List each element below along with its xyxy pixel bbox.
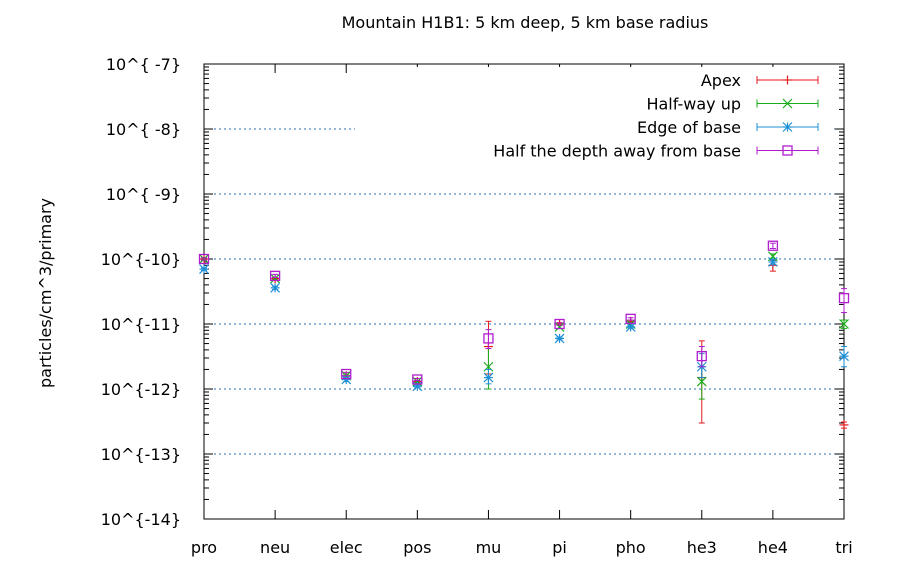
y-tick-label: 10^{ -8} xyxy=(106,120,181,139)
y-axis-label: particles/cm^3/primary xyxy=(36,198,55,388)
marker-square xyxy=(838,292,850,304)
x-tick-label: tri xyxy=(835,538,852,557)
marker-star xyxy=(782,122,793,132)
marker-star xyxy=(839,351,849,362)
marker-star xyxy=(767,257,778,267)
marker-square xyxy=(412,374,423,385)
marker-cross xyxy=(782,98,793,109)
y-tick-label: 10^{-13} xyxy=(101,445,181,464)
marker-square xyxy=(782,145,793,156)
y-tick-label: 10^{-10} xyxy=(101,250,181,269)
legend-label: Apex xyxy=(701,71,741,90)
marker-cross xyxy=(839,319,849,329)
marker-square xyxy=(767,240,779,251)
marker-square xyxy=(696,351,707,362)
grid-lines xyxy=(204,128,844,455)
marker-star xyxy=(199,264,209,274)
marker-square xyxy=(198,253,210,265)
y-tick-labels: 10^{ -7} 10^{ -8} 10^{ -9} 10^{-10} 10^{-11}… xyxy=(101,55,181,529)
y-tick-label: 10^{ -9} xyxy=(106,185,181,204)
marker-star xyxy=(341,374,352,385)
marker-square xyxy=(269,270,281,282)
marker-square xyxy=(483,333,494,344)
y-tick-label: 10^{-12} xyxy=(101,380,181,399)
legend-box xyxy=(355,67,831,163)
x-tick-label: mu xyxy=(476,538,502,557)
series-group xyxy=(199,257,849,392)
legend-label: Half-way up xyxy=(646,95,741,114)
marker-star xyxy=(270,282,281,293)
y-tick-label: 10^{-14} xyxy=(101,510,181,529)
marker-star xyxy=(412,381,423,392)
x-tick-label: neu xyxy=(260,538,290,557)
chart-title: Mountain H1B1: 5 km deep, 5 km base radi… xyxy=(342,13,709,32)
marker-cross xyxy=(270,273,281,284)
x-tick-label: he3 xyxy=(687,538,717,557)
x-tick-label: pro xyxy=(191,538,217,557)
legend-background xyxy=(355,67,831,163)
marker-square xyxy=(625,313,636,325)
series-group xyxy=(199,251,849,400)
x-tick-label: pi xyxy=(552,538,567,557)
marker-cross xyxy=(554,322,565,332)
x-tick-label: elec xyxy=(330,538,363,557)
series-group xyxy=(198,240,850,385)
marker-star xyxy=(483,372,494,383)
marker-square xyxy=(554,318,565,330)
legend-label: Edge of base xyxy=(637,118,741,137)
marker-square xyxy=(341,368,352,380)
legend-label: Half the depth away from base xyxy=(493,142,741,161)
marker-cross xyxy=(696,376,707,387)
legend: Apex Half-way up Edge of base Half the dept… xyxy=(493,71,819,161)
marker-star xyxy=(554,333,565,344)
y-tick-label: 10^{ -7} xyxy=(106,55,181,74)
x-tick-label: pho xyxy=(616,538,646,557)
series-group xyxy=(199,254,849,430)
x-tick-label: he4 xyxy=(758,538,788,557)
x-tick-labels: pro neu elec pos mu pi pho he3 he4 tri xyxy=(191,538,853,557)
y-tick-label: 10^{-11} xyxy=(101,315,181,334)
data-points xyxy=(198,240,850,430)
x-tick-label: pos xyxy=(403,538,431,557)
